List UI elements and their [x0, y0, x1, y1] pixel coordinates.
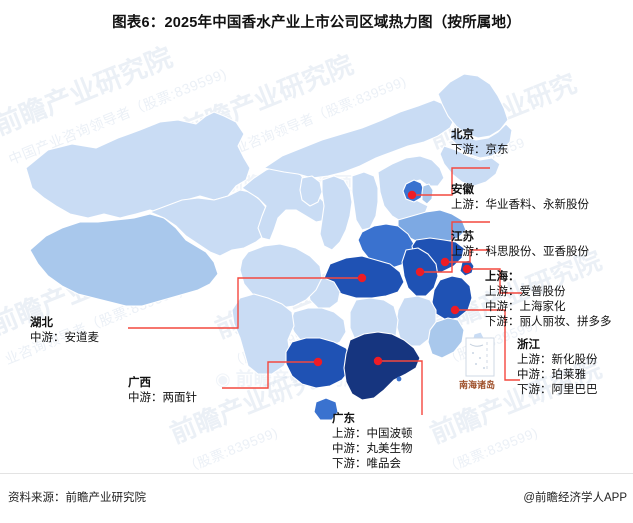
- annotation-line: 上游：爱普股份: [485, 286, 566, 298]
- map-dot-hubei: [357, 273, 367, 283]
- map-dot-beijing: [407, 190, 417, 200]
- footer-divider: [0, 473, 633, 474]
- province-tianjin: [421, 183, 434, 205]
- province-liaoning: [439, 145, 501, 187]
- annotation-beijing: 北京 下游：京东: [451, 128, 509, 158]
- annotation-guangdong: 广东 上游：中国波顿 中游：丸美生物 下游：唯品会: [332, 412, 413, 472]
- annotation-shanghai: 上海： 上游：爱普股份 中游：上海家化 下游：丽人丽妆、拼多多: [485, 270, 612, 330]
- leader-line-guangdong: [378, 360, 423, 415]
- annotation-line: 下游：丽人丽妆、拼多多: [485, 316, 612, 328]
- annotation-hubei: 湖北 中游：安道麦: [30, 316, 99, 346]
- annotation-guangxi: 广西 中游：两面针: [128, 376, 197, 406]
- leader-line-guangxi: [222, 361, 318, 389]
- annotation-region-jiangsu: 江苏: [451, 231, 474, 243]
- province-shaanxi: [319, 175, 353, 251]
- china-heatmap: 前瞻产业研究院 中国产业咨询领导者（股票:839599) 前瞻产业研究院 中国产业咨…: [0, 42, 633, 476]
- annotation-line: 下游：阿里巴巴: [517, 384, 598, 396]
- region-hongkong: [396, 376, 402, 382]
- annotation-anhui: 安徽 上游：华业香料、永新股份: [451, 183, 589, 213]
- annotation-line: 中游：两面针: [128, 392, 197, 404]
- province-shanxi: [351, 171, 379, 231]
- annotation-line: 中游：安道麦: [30, 332, 99, 344]
- annotation-line: 下游：唯品会: [332, 458, 401, 470]
- map-dot-jiangsu: [440, 257, 450, 267]
- map-dot-guangdong: [373, 356, 383, 366]
- annotation-line: 下游：京东: [451, 144, 509, 156]
- province-tibet: [29, 213, 219, 307]
- leader-line-zhejiang: [455, 309, 520, 381]
- annotation-region-anhui: 安徽: [451, 184, 474, 196]
- province-xinjiang: [25, 111, 251, 219]
- province-hainan: [313, 397, 339, 421]
- page-title: 图表6：2025年中国香水产业上市公司区域热力图（按所属地）: [112, 15, 521, 31]
- leader-line-jiangsu: [445, 249, 490, 263]
- province-zhejiang: [431, 275, 473, 321]
- source-text: 资料来源：前瞻产业研究院: [8, 492, 146, 504]
- annotation-zhejiang: 浙江 上游：新化股份 中游：珀莱雅 下游：阿里巴巴: [517, 338, 598, 398]
- annotation-region-guangxi: 广西: [128, 377, 151, 389]
- inset-label-nanhai: 南海诸岛: [459, 380, 496, 390]
- province-yunnan: [231, 293, 295, 375]
- province-heilongjiang: [437, 73, 509, 139]
- annotation-region-guangdong: 广东: [332, 413, 355, 425]
- province-fujian: [427, 317, 465, 359]
- province-sichuan: [239, 243, 323, 309]
- map-dot-anhui: [415, 267, 425, 277]
- leader-line-hubei: [128, 277, 362, 329]
- leader-line-shanghai: [467, 268, 522, 294]
- annotation-line: 上游：科思股份、亚香股份: [451, 246, 589, 258]
- leader-line-anhui: [420, 221, 490, 273]
- annotation-jiangsu: 江苏 上游：科思股份、亚香股份: [451, 230, 589, 260]
- brand-text: @前瞻经济学人APP: [523, 492, 627, 504]
- annotation-line: 上游：中国波顿: [332, 428, 413, 440]
- annotation-region-beijing: 北京: [451, 129, 474, 141]
- map-dot-shanghai: [462, 264, 472, 274]
- leader-line-beijing: [412, 167, 490, 196]
- province-ningxia: [299, 175, 323, 207]
- annotation-line: 上游：新化股份: [517, 354, 598, 366]
- annotation-region-hubei: 湖北: [30, 317, 53, 329]
- annotation-region-shanghai: 上海：: [485, 271, 520, 283]
- annotation-line: 中游：珀莱雅: [517, 369, 586, 381]
- map-dot-guangxi: [313, 357, 323, 367]
- province-inner-mongolia: [263, 99, 457, 179]
- annotation-line: 上游：华业香料、永新股份: [451, 199, 589, 211]
- map-dot-zhejiang: [450, 305, 460, 315]
- annotation-line: 中游：上海家化: [485, 301, 566, 313]
- china-provinces-svg: [25, 73, 522, 421]
- annotation-region-zhejiang: 浙江: [517, 339, 540, 351]
- province-jilin: [449, 123, 513, 159]
- south-china-sea-inset: [465, 337, 495, 377]
- annotation-line: 中游：丸美生物: [332, 443, 413, 455]
